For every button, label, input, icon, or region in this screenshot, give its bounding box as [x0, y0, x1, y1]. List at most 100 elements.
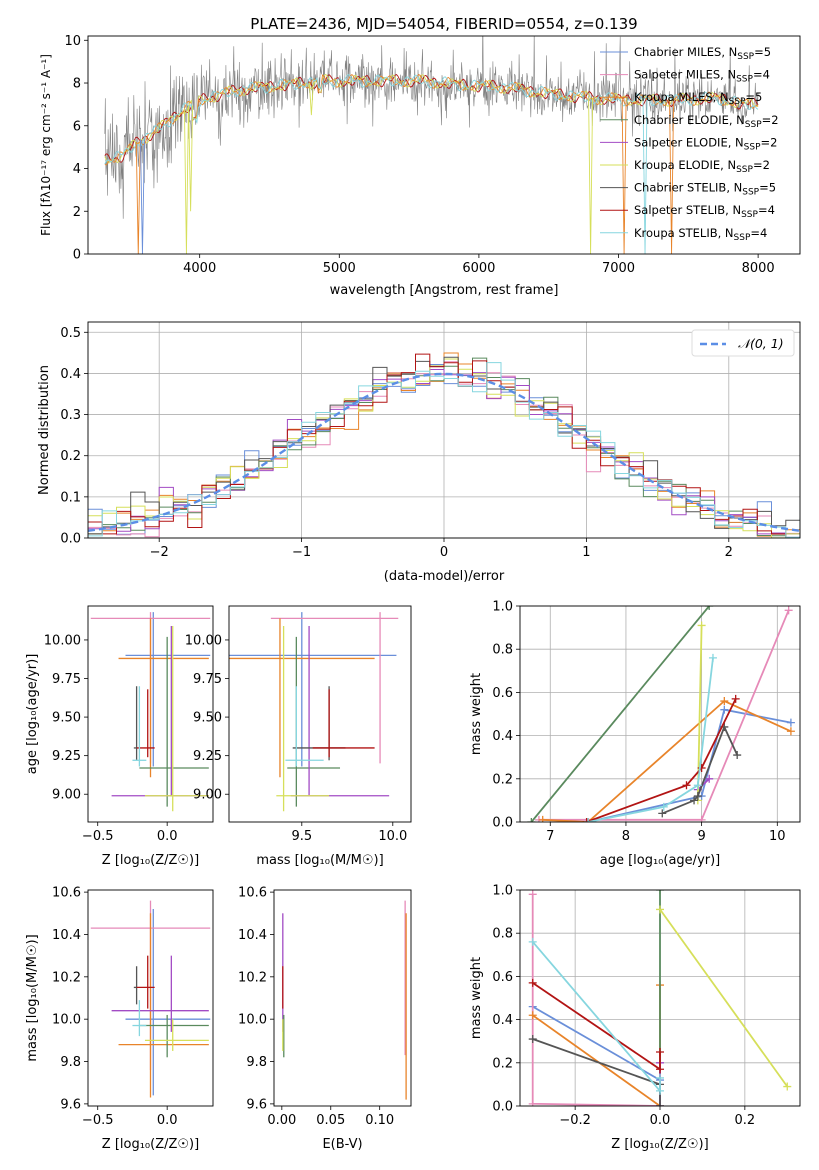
- x-tick-label: 0.0: [157, 1113, 178, 1128]
- y-axis-label: Normed distribution: [37, 365, 52, 495]
- weight-line-chabrier_miles: [587, 708, 792, 822]
- legend-label: Salpeter STELIB, NSSP=4: [634, 203, 775, 220]
- figure-title: PLATE=2436, MJD=54054, FIBERID=0554, z=0…: [250, 15, 637, 33]
- y-tick-label: 9.50: [193, 711, 222, 726]
- x-tick-label: −1: [292, 545, 311, 560]
- x-tick-label: 0: [440, 545, 448, 560]
- weight-line-kroupa_stelib: [532, 941, 661, 1094]
- y-tick-label: 0.0: [60, 532, 81, 547]
- weight-marker: [705, 606, 714, 610]
- y-tick-label: 8: [73, 77, 81, 92]
- y-tick-label: 0.2: [492, 1056, 513, 1071]
- weight-marker: [656, 1065, 664, 1074]
- weight-marker: [705, 774, 714, 783]
- y-tick-label: 0: [73, 248, 81, 263]
- spectrum-dip: [135, 141, 141, 254]
- y-axis-label: Flux [fλ10⁻¹⁷ erg cm⁻² s⁻¹ A⁻¹]: [39, 54, 53, 236]
- legend-label: Kroupa ELODIE, NSSP=2: [634, 158, 770, 175]
- weight-marker: [783, 1082, 792, 1091]
- weight-line-salpeter_miles: [531, 894, 661, 1106]
- plot-area-age_vs_mass: [229, 612, 399, 812]
- y-tick-label: 10.0: [52, 1013, 81, 1028]
- weight-marker: [528, 1099, 537, 1106]
- plot-area-weight_vs_age: [527, 606, 795, 822]
- model-spectrum-kroupa_stelib: [104, 74, 759, 165]
- x-tick-label: 7000: [602, 261, 635, 276]
- spectrum-dip: [669, 100, 675, 254]
- weight-marker: [658, 809, 667, 818]
- x-tick-label: 0.0: [650, 1113, 671, 1128]
- weight-marker: [656, 1086, 664, 1095]
- y-tick-label: 6: [73, 119, 81, 134]
- weight-line-chabrier_elodie: [530, 606, 710, 822]
- weight-marker: [786, 727, 795, 736]
- x-axis-label: wavelength [Angstrom, rest frame]: [330, 283, 559, 298]
- y-tick-label: 0.4: [492, 729, 513, 744]
- x-tick-label: 0.2: [735, 1113, 756, 1128]
- weight-marker: [656, 905, 664, 914]
- x-tick-label: 6000: [462, 261, 495, 276]
- plot-area-age_vs_z: [90, 612, 211, 812]
- weight-marker: [528, 978, 537, 987]
- weight-marker: [659, 802, 668, 811]
- plot-area-residuals: [88, 352, 800, 538]
- model-spectrum-kroupa_miles: [104, 74, 759, 166]
- histogram-kroupa_stelib: [88, 362, 800, 538]
- x-axis-label: Z [log₁₀(Z/Z☉)]: [102, 1137, 199, 1152]
- legend-label: Chabrier ELODIE, NSSP=2: [634, 113, 779, 130]
- weight-marker: [720, 697, 729, 706]
- y-tick-label: 10.2: [238, 970, 267, 985]
- y-tick-label: 2: [73, 205, 81, 220]
- y-tick-label: 0.3: [60, 408, 81, 423]
- weight-marker: [527, 818, 536, 822]
- y-tick-label: 10.6: [238, 886, 267, 901]
- axes-frame: [87, 605, 214, 823]
- x-axis-label: Z [log₁₀(Z/Z☉)]: [611, 1137, 708, 1152]
- y-tick-label: 10.2: [52, 970, 81, 985]
- axes-frame: [87, 889, 214, 1107]
- y-tick-label: 0.8: [492, 927, 513, 942]
- legend: Chabrier MILES, NSSP=5 Salpeter MILES, NS…: [600, 45, 779, 243]
- y-tick-label: 4: [73, 162, 81, 177]
- weight-marker: [697, 764, 706, 772]
- panel-mass_vs_ebv: 0.00 0.05 0.10 9.6 9.8 10.0 10.2 10.4 10.6 E(B-V): [238, 886, 412, 1152]
- plot-area-mass_vs_z: [90, 900, 211, 1098]
- plot-area-mass_vs_ebv: [282, 900, 407, 1100]
- y-tick-label: 0.4: [492, 1013, 513, 1028]
- normal-curve: [88, 372, 800, 532]
- x-tick-label: 10.0: [378, 829, 407, 844]
- x-tick-label: −0.2: [559, 1113, 591, 1128]
- panel-residuals: −2 −1 0 1 2 0.0 0.1 0.2 0.3 0.4 0.5 (data-model)/er…: [37, 321, 801, 584]
- spectrum-dip: [183, 108, 189, 254]
- y-tick-label: 0.1: [60, 490, 81, 505]
- y-tick-label: 10.4: [238, 928, 267, 943]
- legend-label: Chabrier STELIB, NSSP=5: [634, 181, 776, 198]
- x-tick-label: 0.05: [316, 1113, 345, 1128]
- y-tick-label: 9.25: [52, 749, 81, 764]
- weight-marker: [786, 718, 795, 727]
- weight-marker: [690, 796, 699, 805]
- y-tick-label: 0.4: [60, 367, 81, 382]
- panel-age_vs_mass: 9.5 10.0 9.00 9.25 9.50 9.75 10.00 mass [log₁₀(…: [185, 605, 412, 868]
- y-axis-label: mass [log₁₀(M/M☉)]: [25, 934, 40, 1061]
- panel-weight_vs_age: 7 8 9 10 0.0 0.2 0.4 0.6 0.8 1.0 age [log₁₀(age/yr…: [469, 600, 801, 868]
- axes-frame: [87, 35, 801, 255]
- y-axis-label: mass weight: [469, 673, 484, 755]
- weight-marker: [784, 606, 793, 615]
- y-tick-label: 9.6: [60, 1097, 81, 1112]
- axes-frame: [519, 605, 801, 823]
- y-tick-label: 10.4: [52, 928, 81, 943]
- spectrum-dip: [308, 82, 314, 116]
- y-tick-label: 9.00: [193, 788, 222, 803]
- x-tick-label: −0.5: [82, 829, 114, 844]
- x-tick-label: 2: [725, 545, 733, 560]
- x-tick-label: 7: [546, 829, 554, 844]
- x-axis-label: E(B-V): [322, 1137, 362, 1152]
- weight-marker: [538, 815, 547, 822]
- weight-line-chabrier_stelib: [532, 1038, 661, 1106]
- x-tick-label: 10: [769, 829, 786, 844]
- weight-line-salpeter_stelib: [586, 698, 737, 822]
- panel-weight_vs_z: −0.2 0.0 0.2 0.0 0.2 0.4 0.6 0.8 1.0 Z [log₁₀(Z/Z…: [469, 884, 801, 1152]
- weight-line-kroupa_miles: [542, 699, 792, 822]
